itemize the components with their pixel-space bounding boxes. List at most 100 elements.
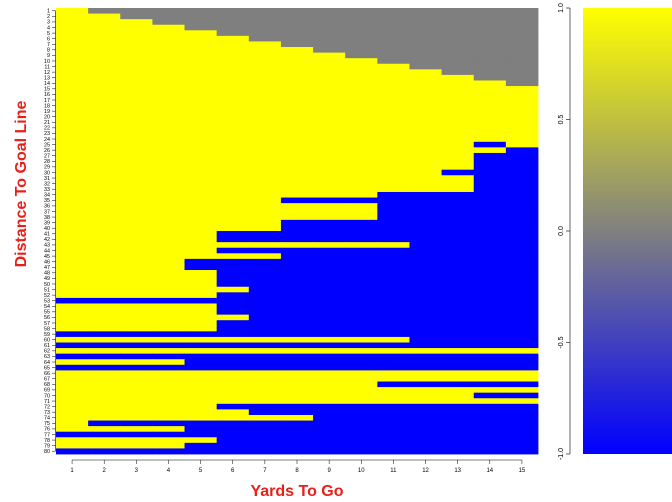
heatmap-cell (505, 426, 539, 433)
heatmap-cell (441, 108, 475, 115)
heatmap-cell (505, 309, 539, 316)
heatmap-cell (441, 13, 475, 20)
heatmap-cell (409, 158, 442, 165)
heatmap-cell (152, 448, 185, 455)
heatmap-cell (409, 381, 442, 388)
heatmap-cell (505, 258, 539, 265)
heatmap-cell (152, 63, 185, 70)
heatmap-cell (409, 130, 442, 137)
heatmap-cell (409, 80, 442, 87)
y-tick-label: 60 (44, 338, 50, 344)
heatmap-cell (280, 58, 314, 65)
y-tick-label: 5 (47, 31, 50, 37)
heatmap-cell (216, 91, 250, 98)
heatmap-cell (216, 119, 250, 126)
heatmap-cell (313, 169, 346, 176)
heatmap-cell (377, 35, 410, 42)
heatmap-cell (473, 63, 507, 70)
heatmap-cell (56, 270, 89, 277)
heatmap-cell (152, 208, 185, 215)
heatmap-cell (152, 398, 185, 405)
heatmap-cell (120, 136, 153, 143)
heatmap-cell (377, 74, 410, 81)
heatmap-cell (345, 270, 378, 277)
heatmap-cell (409, 147, 442, 154)
heatmap-cell (248, 353, 282, 360)
heatmap-cell (88, 136, 121, 143)
heatmap-cell (56, 35, 89, 42)
heatmap-cell (120, 275, 153, 282)
heatmap-cell (152, 348, 185, 355)
heatmap-cell (280, 442, 314, 449)
heatmap-cell (88, 231, 121, 237)
heatmap-cell (313, 102, 346, 109)
heatmap-cell (88, 387, 121, 394)
heatmap-cell (248, 314, 282, 321)
heatmap-cell (505, 74, 539, 81)
heatmap-cell (345, 398, 378, 405)
heatmap-cell (88, 325, 121, 332)
y-tick-label: 54 (44, 304, 50, 310)
heatmap-cell (88, 47, 121, 53)
heatmap-cell (120, 331, 153, 338)
heatmap-cell (505, 375, 539, 382)
y-tick-label: 13 (44, 75, 50, 81)
heatmap-cell (505, 325, 539, 332)
heatmap-cell (377, 275, 410, 282)
y-tick-label: 65 (44, 365, 50, 371)
heatmap-cell (120, 141, 153, 148)
heatmap-cell (441, 258, 475, 265)
heatmap-cell (377, 130, 410, 137)
heatmap-cell (120, 130, 153, 137)
heatmap-cell (248, 102, 282, 109)
heatmap-cell (377, 108, 410, 115)
heatmap-cell (56, 197, 89, 204)
heatmap-cell (441, 214, 475, 221)
heatmap-cell (313, 164, 346, 171)
heatmap-cell (505, 80, 539, 87)
heatmap-cell (280, 359, 314, 366)
heatmap-cell (120, 375, 153, 382)
heatmap-cell (120, 147, 153, 154)
heatmap-cell (280, 398, 314, 405)
heatmap-cell (345, 86, 378, 93)
heatmap-cell (184, 309, 218, 316)
heatmap-cell (280, 175, 314, 182)
heatmap-cell (473, 381, 507, 388)
heatmap-cell (216, 403, 250, 410)
heatmap-cell (345, 8, 378, 14)
heatmap-cell (88, 264, 121, 271)
heatmap-cell (473, 247, 507, 254)
heatmap-cell (409, 35, 442, 42)
heatmap-cell (505, 63, 539, 70)
heatmap-cell (377, 292, 410, 299)
heatmap-cell (120, 398, 153, 405)
heatmap-cell (216, 264, 250, 271)
heatmap-cell (248, 8, 282, 14)
heatmap-cell (441, 297, 475, 304)
heatmap-cell (56, 125, 89, 132)
heatmap-cell (248, 236, 282, 243)
y-tick-label: 47 (44, 265, 50, 271)
heatmap-cell (88, 442, 121, 449)
heatmap-cell (473, 309, 507, 316)
heatmap-cell (441, 331, 475, 338)
heatmap-cell (377, 331, 410, 338)
heatmap-cell (441, 136, 475, 143)
heatmap-cell (184, 203, 218, 210)
heatmap-cell (152, 58, 185, 65)
heatmap-cell (280, 437, 314, 444)
heatmap-cell (505, 420, 539, 427)
x-tick-label: 9 (327, 468, 331, 474)
heatmap-cell (313, 74, 346, 81)
heatmap-cell (88, 370, 121, 377)
heatmap-cell (248, 281, 282, 288)
heatmap-cell (505, 191, 539, 198)
heatmap-cell (216, 164, 250, 171)
y-tick-label: 1 (47, 9, 50, 15)
heatmap-cell (505, 225, 539, 232)
heatmap-cell (280, 47, 314, 53)
heatmap-cell (120, 342, 153, 349)
heatmap-cell (248, 270, 282, 277)
heatmap-cell (409, 169, 442, 176)
